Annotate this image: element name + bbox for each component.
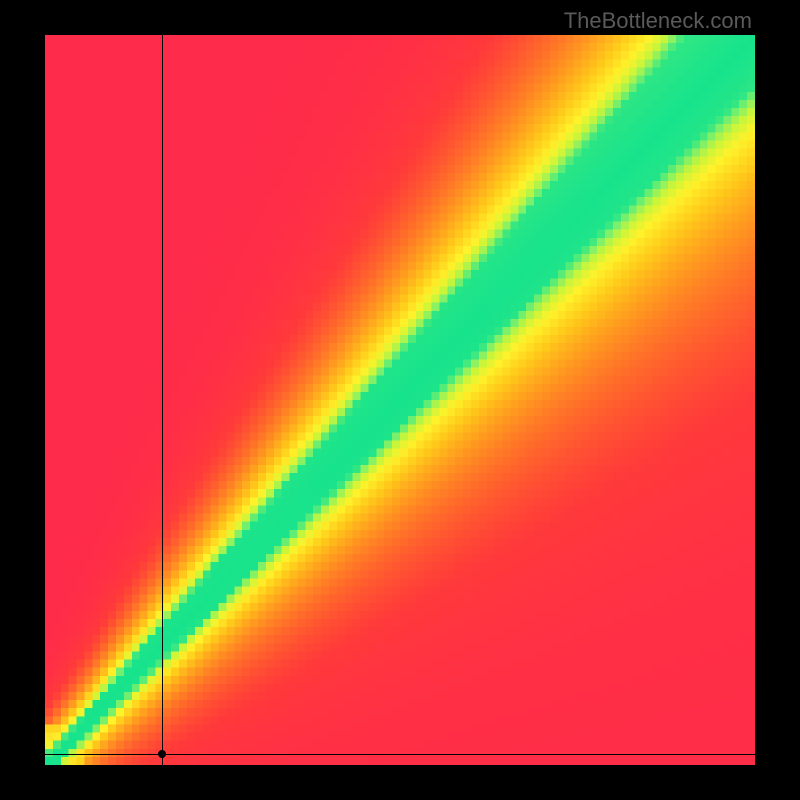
crosshair-vertical-line bbox=[162, 35, 163, 765]
heatmap-canvas bbox=[45, 35, 755, 765]
crosshair-horizontal-line bbox=[45, 754, 755, 755]
crosshair-marker-dot bbox=[158, 750, 166, 758]
heatmap-plot bbox=[45, 35, 755, 765]
watermark-text: TheBottleneck.com bbox=[564, 8, 752, 34]
